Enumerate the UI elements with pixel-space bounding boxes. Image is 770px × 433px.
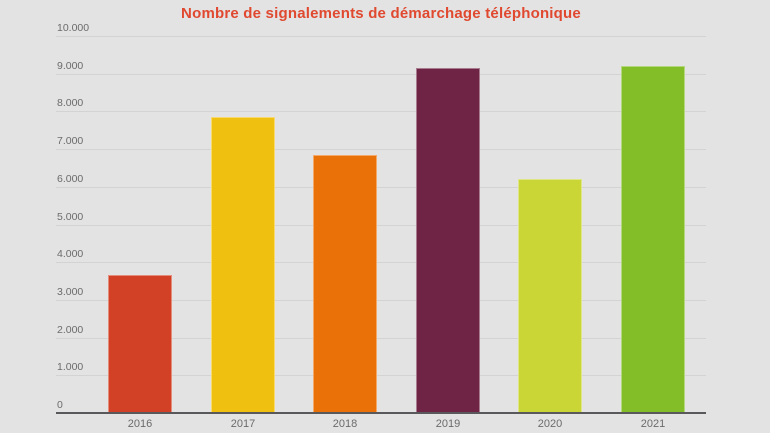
y-axis-tick-label: 6.000 <box>57 173 84 185</box>
bar-2016 <box>108 275 172 413</box>
y-axis-tick-label: 4.000 <box>57 248 84 260</box>
y-axis-tick-label: 10.000 <box>57 22 90 34</box>
bar-2018 <box>313 155 377 413</box>
gridline-y <box>56 187 706 188</box>
x-axis-tick-label: 2020 <box>537 418 563 430</box>
y-axis-tick-label: 2.000 <box>57 324 84 336</box>
bar-2019 <box>416 68 480 413</box>
gridline-y <box>56 74 706 75</box>
bar-2021 <box>621 66 685 413</box>
y-axis-tick-label: 0 <box>57 399 63 411</box>
bar-2017 <box>211 117 275 413</box>
gridline-y <box>56 338 706 339</box>
x-axis-tick-label: 2019 <box>435 418 461 430</box>
gridline-y <box>56 225 706 226</box>
x-axis-tick-label: 2016 <box>127 418 153 430</box>
x-axis-tick-label: 2021 <box>640 418 666 430</box>
gridline-y <box>56 375 706 376</box>
gridline-y <box>56 300 706 301</box>
y-axis-tick-label: 9.000 <box>57 60 84 72</box>
gridline-y <box>56 36 706 37</box>
gridline-y <box>56 262 706 263</box>
y-axis-tick-label: 5.000 <box>57 211 84 223</box>
y-axis-tick-label: 3.000 <box>57 286 84 298</box>
gridline-y <box>56 111 706 112</box>
chart-title: Nombre de signalements de démarchage tél… <box>181 5 581 22</box>
y-axis-tick-label: 7.000 <box>57 135 84 147</box>
y-axis-tick-label: 8.000 <box>57 97 84 109</box>
x-axis-tick-label: 2017 <box>230 418 256 430</box>
x-axis-tick-label: 2018 <box>332 418 358 430</box>
y-axis-tick-label: 1.000 <box>57 361 84 373</box>
gridline-y <box>56 149 706 150</box>
x-axis-line <box>56 412 706 414</box>
bar-2020 <box>518 179 582 413</box>
